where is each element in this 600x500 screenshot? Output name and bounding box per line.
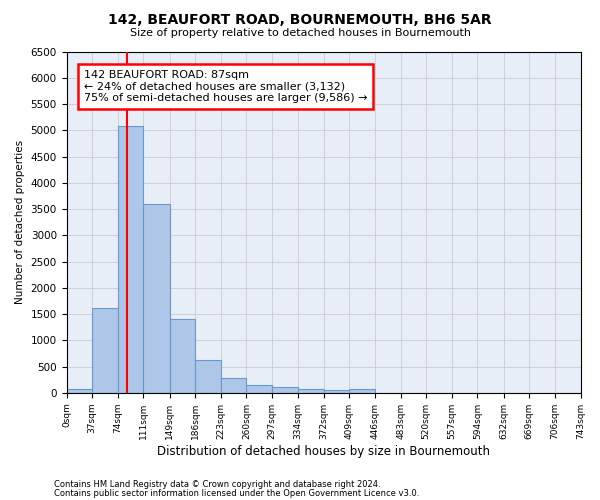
Bar <box>221 378 247 393</box>
Bar <box>67 389 92 393</box>
Text: 142 BEAUFORT ROAD: 87sqm
← 24% of detached houses are smaller (3,132)
75% of sem: 142 BEAUFORT ROAD: 87sqm ← 24% of detach… <box>84 70 367 103</box>
X-axis label: Distribution of detached houses by size in Bournemouth: Distribution of detached houses by size … <box>157 444 490 458</box>
Bar <box>92 308 118 393</box>
Bar <box>298 388 324 393</box>
Bar <box>170 320 195 393</box>
Text: 142, BEAUFORT ROAD, BOURNEMOUTH, BH6 5AR: 142, BEAUFORT ROAD, BOURNEMOUTH, BH6 5AR <box>108 12 492 26</box>
Bar <box>195 360 221 393</box>
Text: Contains HM Land Registry data © Crown copyright and database right 2024.: Contains HM Land Registry data © Crown c… <box>54 480 380 489</box>
Bar <box>272 387 298 393</box>
Y-axis label: Number of detached properties: Number of detached properties <box>15 140 25 304</box>
Bar <box>143 204 170 393</box>
Bar <box>324 390 349 393</box>
Bar <box>118 126 143 393</box>
Text: Size of property relative to detached houses in Bournemouth: Size of property relative to detached ho… <box>130 28 470 38</box>
Text: Contains public sector information licensed under the Open Government Licence v3: Contains public sector information licen… <box>54 489 419 498</box>
Bar <box>349 389 375 393</box>
Bar <box>247 385 272 393</box>
